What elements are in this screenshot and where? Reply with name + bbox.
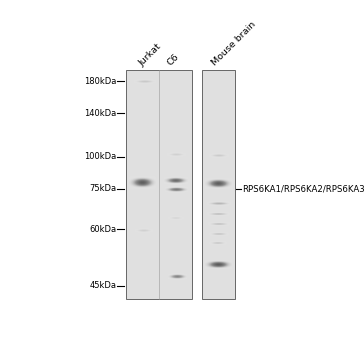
Text: 180kDa: 180kDa (84, 77, 116, 86)
Bar (126, 70, 192, 299)
Text: RPS6KA1/RPS6KA2/RPS6KA3: RPS6KA1/RPS6KA2/RPS6KA3 (242, 184, 364, 194)
Text: C6: C6 (166, 52, 181, 68)
Text: 60kDa: 60kDa (89, 225, 116, 234)
Text: 75kDa: 75kDa (89, 184, 116, 194)
Text: Mouse brain: Mouse brain (210, 20, 258, 68)
Bar (202, 70, 234, 299)
Text: 45kDa: 45kDa (89, 281, 116, 290)
Text: Jurkat: Jurkat (137, 42, 163, 68)
Text: 140kDa: 140kDa (84, 109, 116, 118)
Text: 100kDa: 100kDa (84, 152, 116, 161)
